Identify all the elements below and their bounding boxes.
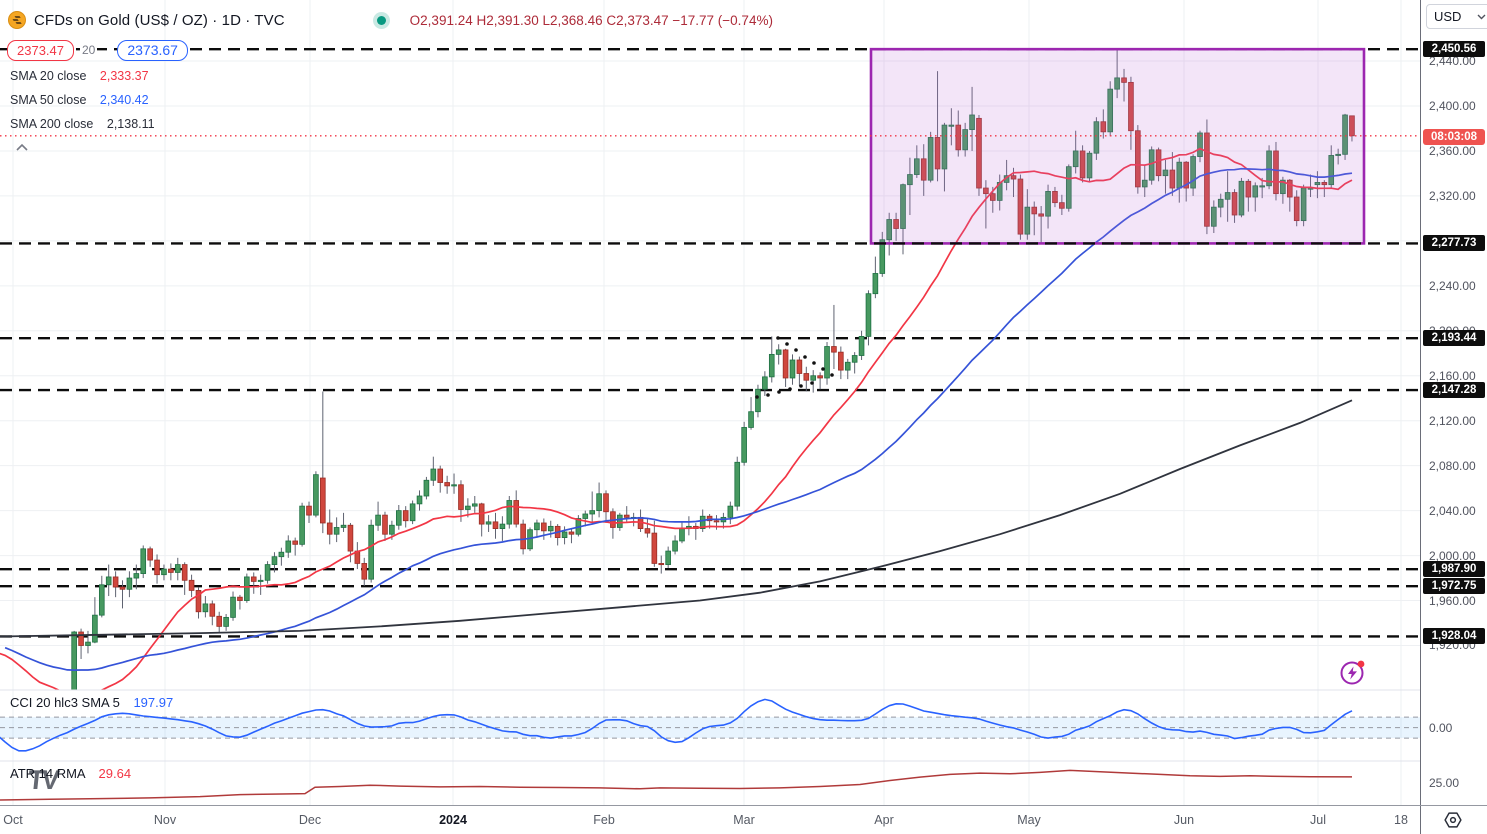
highlight-box-border[interactable] xyxy=(869,47,1366,245)
time-tick-label: May xyxy=(1017,813,1041,827)
sma200-label: SMA 200 close xyxy=(10,117,94,131)
collapse-legend-button[interactable] xyxy=(14,141,32,155)
sma200-value: 2,138.11 xyxy=(106,117,155,131)
cci-pane xyxy=(0,716,1420,739)
candles xyxy=(71,49,1355,690)
cci-legend[interactable]: CCI 20 hlc3 SMA 5 197.97 xyxy=(10,695,173,710)
price-level-badge: 1,987.90 xyxy=(1423,561,1485,578)
time-tick-label: Nov xyxy=(153,813,177,827)
time-tick-label: Dec xyxy=(298,813,322,827)
price-tick-label: 2,120.00 xyxy=(1429,413,1476,428)
symbol-legend[interactable]: CFDs on Gold (US$ / OZ) · 1D · TVC O2,39… xyxy=(8,9,773,31)
price-tick-label: 1,960.00 xyxy=(1429,593,1476,608)
spread-value: 20 xyxy=(80,43,98,57)
ohlc-values: O2,391.24 H2,391.30 L2,368.46 C2,373.47 … xyxy=(409,12,773,28)
price-level-badge: 2,147.28 xyxy=(1423,382,1485,399)
atr-tick-label: 25.00 xyxy=(1429,776,1460,791)
price-tick-label: 2,240.00 xyxy=(1429,278,1476,293)
price-tick-label: 2,080.00 xyxy=(1429,458,1476,473)
atr-legend[interactable]: ATR 14 RMA 29.64 xyxy=(10,766,131,781)
cci-value: 197.97 xyxy=(133,695,174,710)
sma50-label: SMA 50 close xyxy=(10,93,87,107)
annotation-dots[interactable] xyxy=(755,336,834,399)
price-axis[interactable]: USD 08:03:08 2,440.00 2,400.00 2,360.00 2,3… xyxy=(1420,0,1487,805)
gold-coin-icon xyxy=(8,11,26,29)
highlight-box[interactable] xyxy=(871,49,1364,244)
gridlines xyxy=(0,0,1420,805)
sma200-line xyxy=(0,399,1353,638)
symbol-title[interactable]: CFDs on Gold (US$ / OZ) · 1D · TVC xyxy=(34,11,285,29)
price-level-badge: 2,277.73 xyxy=(1423,235,1485,252)
time-axis[interactable]: Oct Nov Dec 2024 Feb Mar Apr May Jun Jul 18 xyxy=(0,805,1487,834)
time-tick-label: Mar xyxy=(733,813,755,827)
price-tick-label: 2,040.00 xyxy=(1429,503,1476,518)
sma20-label: SMA 20 close xyxy=(10,69,87,83)
time-tick-label: 2024 xyxy=(439,813,467,827)
bar-countdown-badge: 08:03:08 xyxy=(1423,129,1485,145)
sma20-legend[interactable]: SMA 20 close 2,333.37 xyxy=(10,69,149,83)
price-level-badge: 2,450.56 xyxy=(1423,41,1485,58)
sma50-legend[interactable]: SMA 50 close 2,340.42 xyxy=(10,93,149,107)
cci-tick-label: 0.00 xyxy=(1429,720,1453,735)
market-status-dot-icon xyxy=(376,15,386,25)
time-tick-label: Jun xyxy=(1173,813,1195,827)
price-level-badge: 1,928.04 xyxy=(1423,628,1485,645)
currency-selector[interactable]: USD xyxy=(1426,4,1487,29)
atr-label: ATR 14 RMA xyxy=(10,766,85,781)
price-tick-label: 2,360.00 xyxy=(1429,143,1476,158)
time-tick-label: 18 xyxy=(1394,813,1408,827)
price-tick-label: 2,320.00 xyxy=(1429,188,1476,203)
cci-line xyxy=(0,698,1353,752)
price-tick-label: 2,000.00 xyxy=(1429,548,1476,563)
price-tick-label: 2,440.00 xyxy=(1429,54,1476,69)
chevron-down-icon xyxy=(1477,14,1486,19)
sma200-legend[interactable]: SMA 200 close 2,138.11 xyxy=(10,117,155,131)
price-level-badge: 2,193.44 xyxy=(1423,330,1485,347)
atr-value: 29.64 xyxy=(98,766,132,781)
price-level-badge: 1,972.75 xyxy=(1423,578,1485,595)
bid-price-button[interactable]: 2373.47 xyxy=(7,39,74,61)
time-tick-label: Jul xyxy=(1310,813,1326,827)
cci-label: CCI 20 hlc3 SMA 5 xyxy=(10,695,120,710)
price-chart[interactable] xyxy=(0,0,1420,806)
currency-label: USD xyxy=(1434,9,1462,24)
sma20-line xyxy=(0,147,1353,690)
price-tick-label: 2,400.00 xyxy=(1429,98,1476,113)
bid-ask-widget: 2373.47 20 2373.67 xyxy=(7,39,188,61)
time-tick-label: Apr xyxy=(874,813,894,827)
gear-icon[interactable] xyxy=(1444,811,1462,829)
sma20-value: 2,333.37 xyxy=(99,69,149,83)
price-tick-label: 2,160.00 xyxy=(1429,368,1476,383)
sma50-value: 2,340.42 xyxy=(99,93,149,107)
time-tick-label: Feb xyxy=(593,813,615,827)
flash-alert-icon[interactable] xyxy=(1339,659,1366,686)
time-tick-label: Oct xyxy=(3,813,23,827)
sma50-line xyxy=(4,167,1353,671)
ask-price-button[interactable]: 2373.67 xyxy=(117,39,188,61)
axis-corner-separator xyxy=(1420,806,1421,834)
atr-line xyxy=(0,769,1353,801)
